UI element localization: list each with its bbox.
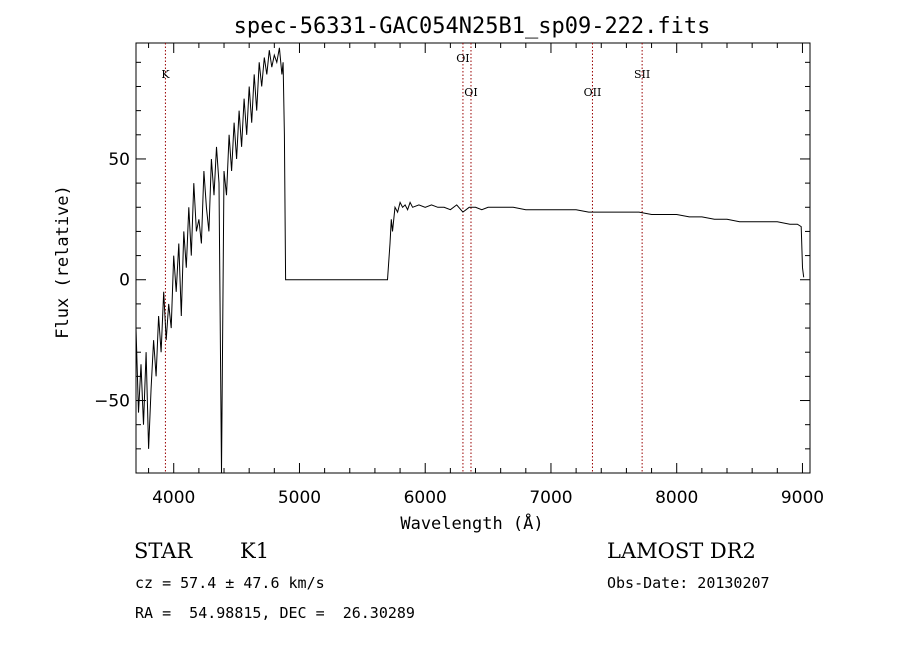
- coordinates-text: RA = 54.98815, DEC = 26.30289: [135, 604, 415, 622]
- y-tick-label: −50: [94, 392, 130, 412]
- chart-title: spec-56331-GAC054N25B1_sp09-222.fits: [234, 14, 711, 39]
- x-tick-label: 5000: [278, 488, 321, 508]
- emission-line-label: SII: [634, 68, 650, 81]
- x-tick-label: 7000: [529, 488, 572, 508]
- x-tick-label: 6000: [404, 488, 447, 508]
- spectrum-line: [135, 47, 805, 474]
- axis-ticks: 4000 5000 6000 7000 8000 9000 −50 0 50: [94, 43, 824, 508]
- emission-line-label: K: [161, 68, 170, 81]
- emission-line-label: OII: [584, 86, 602, 99]
- redshift-text: cz = 57.4 ± 47.6 km/s: [135, 574, 325, 592]
- class-label: STAR: [134, 539, 193, 563]
- survey-label: LAMOST DR2: [607, 539, 756, 563]
- y-axis-label: Flux (relative): [53, 185, 73, 339]
- subclass-label: K1: [240, 539, 270, 563]
- plot-frame: [135, 42, 811, 474]
- x-tick-label: 4000: [152, 488, 195, 508]
- emission-line-label: OI: [456, 52, 469, 65]
- emission-lines: K OI OI OII SII: [161, 43, 650, 473]
- emission-line-label: OI: [464, 86, 477, 99]
- obs-date-text: Obs-Date: 20130207: [607, 574, 770, 592]
- x-axis-label: Wavelength (Å): [400, 512, 543, 534]
- x-tick-label: 8000: [655, 488, 698, 508]
- x-tick-label: 9000: [781, 488, 824, 508]
- y-tick-label: 50: [108, 150, 130, 170]
- y-tick-label: 0: [119, 271, 130, 291]
